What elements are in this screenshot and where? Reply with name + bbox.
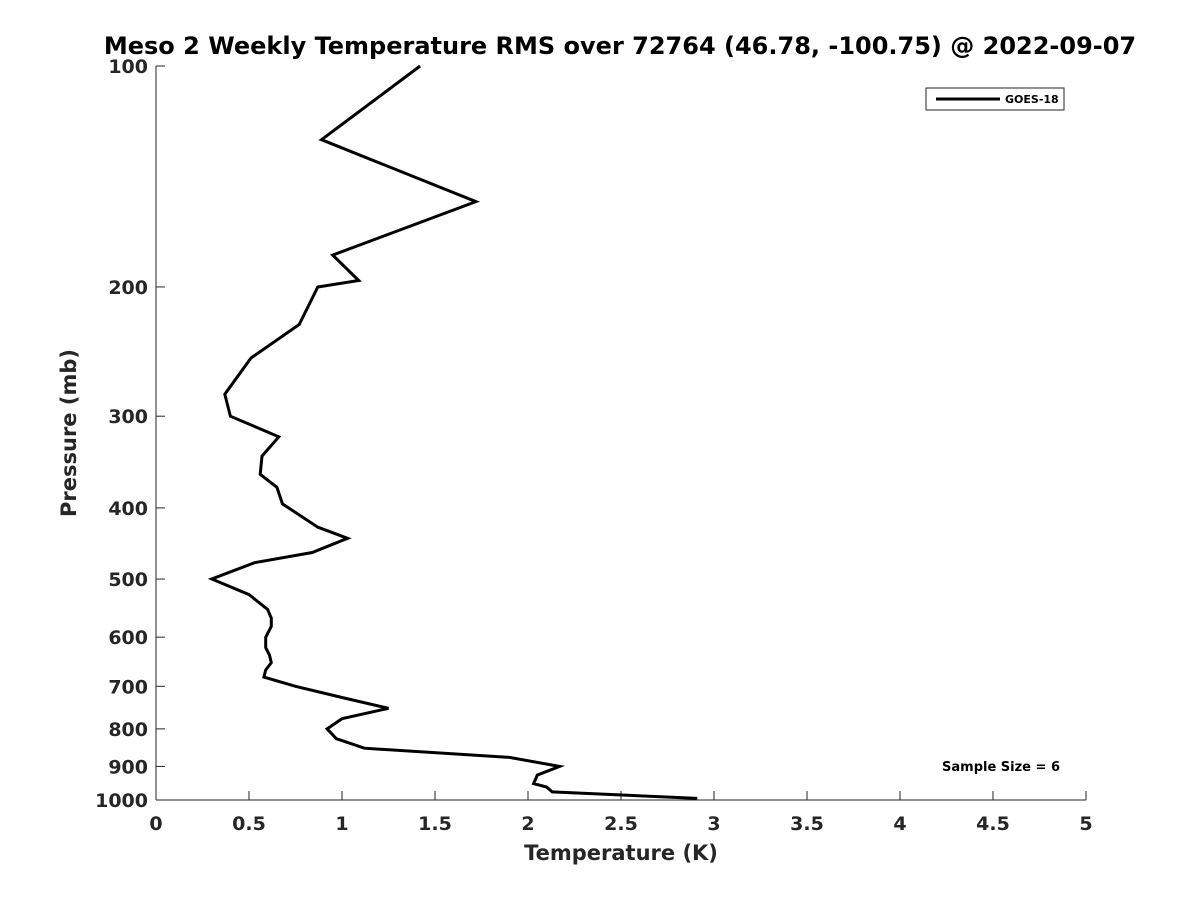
x-tick-label: 1.5: [418, 813, 452, 835]
series-layer: [207, 64, 698, 800]
y-tick-label: 700: [108, 676, 148, 698]
y-tick-label: 500: [108, 569, 148, 591]
x-tick-label: 0.5: [232, 813, 266, 835]
y-tick-label: 800: [108, 719, 148, 741]
y-tick-label: 300: [108, 406, 148, 428]
legend: GOES-18: [925, 87, 1065, 111]
x-tick-label: 5: [1079, 813, 1092, 835]
series-line-goes-18: [207, 64, 698, 800]
x-tick-label: 3.5: [790, 813, 824, 835]
chart-title: Meso 2 Weekly Temperature RMS over 72764…: [104, 32, 1136, 60]
x-tick-label: 4: [893, 813, 906, 835]
x-tick-label: 2.5: [604, 813, 638, 835]
y-tick-label: 600: [108, 627, 148, 649]
x-axis-label: Temperature (K): [524, 841, 718, 865]
y-axis-label: Pressure (mb): [57, 349, 81, 517]
y-tick-label: 1000: [95, 790, 148, 812]
legend-entry-goes-18: GOES-18: [1005, 93, 1059, 106]
x-tick-label: 0: [149, 813, 162, 835]
x-tick-label: 4.5: [976, 813, 1010, 835]
y-tick-label: 900: [108, 756, 148, 778]
sample-size-annotation: Sample Size = 6: [942, 760, 1060, 775]
y-tick-label: 100: [108, 56, 148, 78]
x-tick-label: 1: [335, 813, 348, 835]
x-tick-label: 3: [707, 813, 720, 835]
y-tick-label: 200: [108, 277, 148, 299]
y-ticks: 100 200 300 400 500 600 700 800 900 1000: [95, 56, 165, 812]
x-ticks: 0 0.5 1 1.5 2 2.5 3 3.5 4 4.5 5: [149, 791, 1093, 835]
x-tick-label: 2: [521, 813, 534, 835]
y-tick-label: 400: [108, 498, 148, 520]
